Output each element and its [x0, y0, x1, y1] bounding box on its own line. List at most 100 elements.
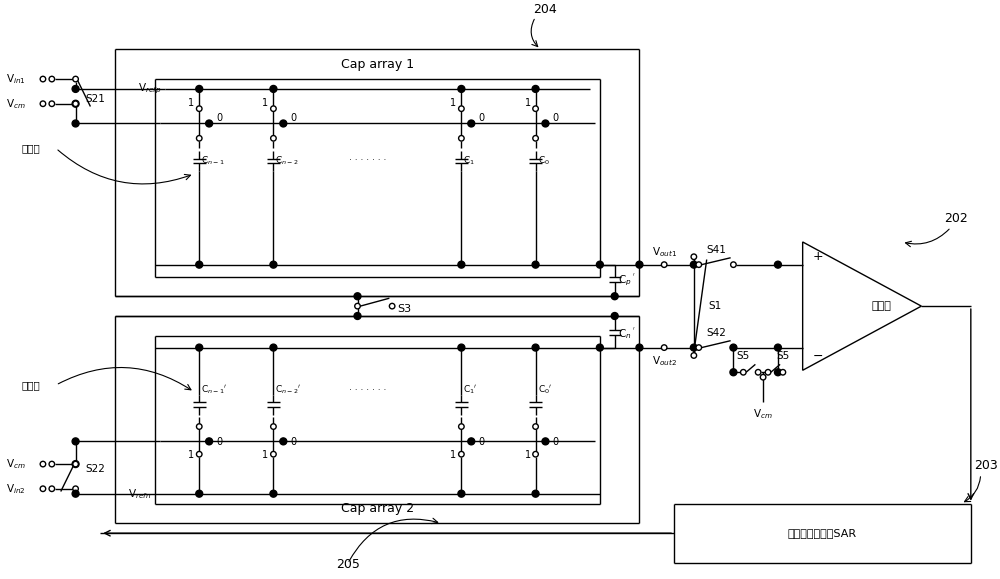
- Circle shape: [40, 76, 46, 82]
- Text: S41: S41: [706, 245, 726, 255]
- Text: V$_{cm}$: V$_{cm}$: [753, 407, 773, 420]
- Text: 204: 204: [534, 3, 557, 16]
- Text: 202: 202: [944, 212, 968, 225]
- Circle shape: [458, 490, 465, 497]
- Text: 1: 1: [450, 450, 457, 460]
- Circle shape: [691, 254, 697, 259]
- Text: C$_p$$^{\ '}$: C$_p$$^{\ '}$: [618, 271, 636, 288]
- Text: +: +: [812, 250, 823, 263]
- Text: S1: S1: [709, 301, 722, 311]
- Text: S21: S21: [85, 94, 105, 104]
- Circle shape: [354, 293, 361, 300]
- Circle shape: [690, 261, 697, 268]
- Circle shape: [206, 120, 213, 127]
- Circle shape: [780, 369, 786, 375]
- Circle shape: [270, 344, 277, 351]
- Circle shape: [543, 439, 548, 444]
- Circle shape: [468, 439, 474, 444]
- Circle shape: [691, 353, 697, 358]
- Circle shape: [458, 86, 465, 93]
- Circle shape: [196, 106, 202, 111]
- Text: S22: S22: [85, 464, 105, 474]
- Circle shape: [468, 120, 474, 126]
- Text: C$_0$$'$: C$_0$$'$: [538, 384, 552, 396]
- Text: C$_1$$'$: C$_1$$'$: [463, 384, 478, 396]
- Text: V$_{in2}$: V$_{in2}$: [6, 482, 26, 496]
- Circle shape: [532, 86, 539, 93]
- Text: 203: 203: [974, 459, 998, 472]
- Circle shape: [532, 490, 539, 497]
- Circle shape: [459, 106, 464, 111]
- Circle shape: [270, 86, 277, 93]
- Circle shape: [196, 135, 202, 141]
- Circle shape: [271, 424, 276, 429]
- Circle shape: [731, 262, 736, 267]
- Text: C$_{n-1}$$'$: C$_{n-1}$$'$: [201, 384, 227, 396]
- Circle shape: [760, 375, 766, 380]
- Circle shape: [72, 86, 79, 93]
- Text: 下极板: 下极板: [21, 380, 40, 390]
- Circle shape: [40, 101, 46, 107]
- Circle shape: [533, 424, 538, 429]
- Circle shape: [542, 438, 549, 445]
- Text: 0: 0: [478, 112, 484, 123]
- Circle shape: [611, 293, 618, 300]
- Text: 下极板: 下极板: [21, 143, 40, 153]
- Text: V$_{cm}$: V$_{cm}$: [6, 457, 26, 471]
- Circle shape: [755, 369, 761, 375]
- Circle shape: [696, 345, 702, 350]
- Text: 1: 1: [450, 98, 457, 108]
- Circle shape: [281, 120, 286, 126]
- Circle shape: [774, 261, 781, 268]
- Text: 1: 1: [525, 98, 531, 108]
- Circle shape: [206, 439, 212, 444]
- Circle shape: [731, 345, 736, 350]
- Circle shape: [196, 344, 203, 351]
- Circle shape: [389, 303, 395, 309]
- Circle shape: [596, 344, 603, 351]
- Circle shape: [73, 461, 78, 467]
- Text: 0: 0: [552, 112, 558, 123]
- Text: S3: S3: [397, 304, 411, 314]
- Circle shape: [49, 76, 55, 82]
- Circle shape: [280, 120, 287, 127]
- Text: C$_{n-2}$: C$_{n-2}$: [275, 155, 299, 167]
- Circle shape: [196, 490, 203, 497]
- Text: 0: 0: [478, 437, 484, 448]
- Circle shape: [206, 120, 212, 126]
- Circle shape: [271, 106, 276, 111]
- Circle shape: [206, 438, 213, 445]
- Circle shape: [49, 461, 55, 467]
- Circle shape: [458, 344, 465, 351]
- Circle shape: [661, 262, 667, 267]
- Circle shape: [281, 439, 286, 444]
- Circle shape: [543, 120, 548, 126]
- Circle shape: [40, 461, 46, 467]
- Text: 1: 1: [188, 98, 194, 108]
- Circle shape: [765, 369, 771, 375]
- Text: V$_{refn}$: V$_{refn}$: [128, 487, 152, 501]
- Circle shape: [468, 438, 475, 445]
- Circle shape: [690, 344, 697, 351]
- Circle shape: [533, 452, 538, 457]
- Circle shape: [533, 135, 538, 141]
- Circle shape: [270, 261, 277, 268]
- Circle shape: [774, 369, 781, 376]
- Text: 逐次逆近寄存器SAR: 逐次逆近寄存器SAR: [788, 528, 857, 538]
- Circle shape: [661, 345, 667, 350]
- Circle shape: [196, 452, 202, 457]
- Circle shape: [40, 486, 46, 492]
- Circle shape: [459, 452, 464, 457]
- Circle shape: [73, 76, 78, 82]
- Text: 1: 1: [188, 450, 194, 460]
- Circle shape: [611, 313, 618, 320]
- Circle shape: [355, 303, 360, 309]
- Circle shape: [459, 424, 464, 429]
- Circle shape: [468, 120, 475, 127]
- Text: V$_{refp}$: V$_{refp}$: [138, 82, 162, 96]
- Text: C$_{n-1}$: C$_{n-1}$: [201, 155, 225, 167]
- Text: · · · · · · ·: · · · · · · ·: [349, 386, 386, 394]
- Text: C$_0$: C$_0$: [538, 155, 550, 167]
- Circle shape: [354, 313, 361, 320]
- Circle shape: [271, 135, 276, 141]
